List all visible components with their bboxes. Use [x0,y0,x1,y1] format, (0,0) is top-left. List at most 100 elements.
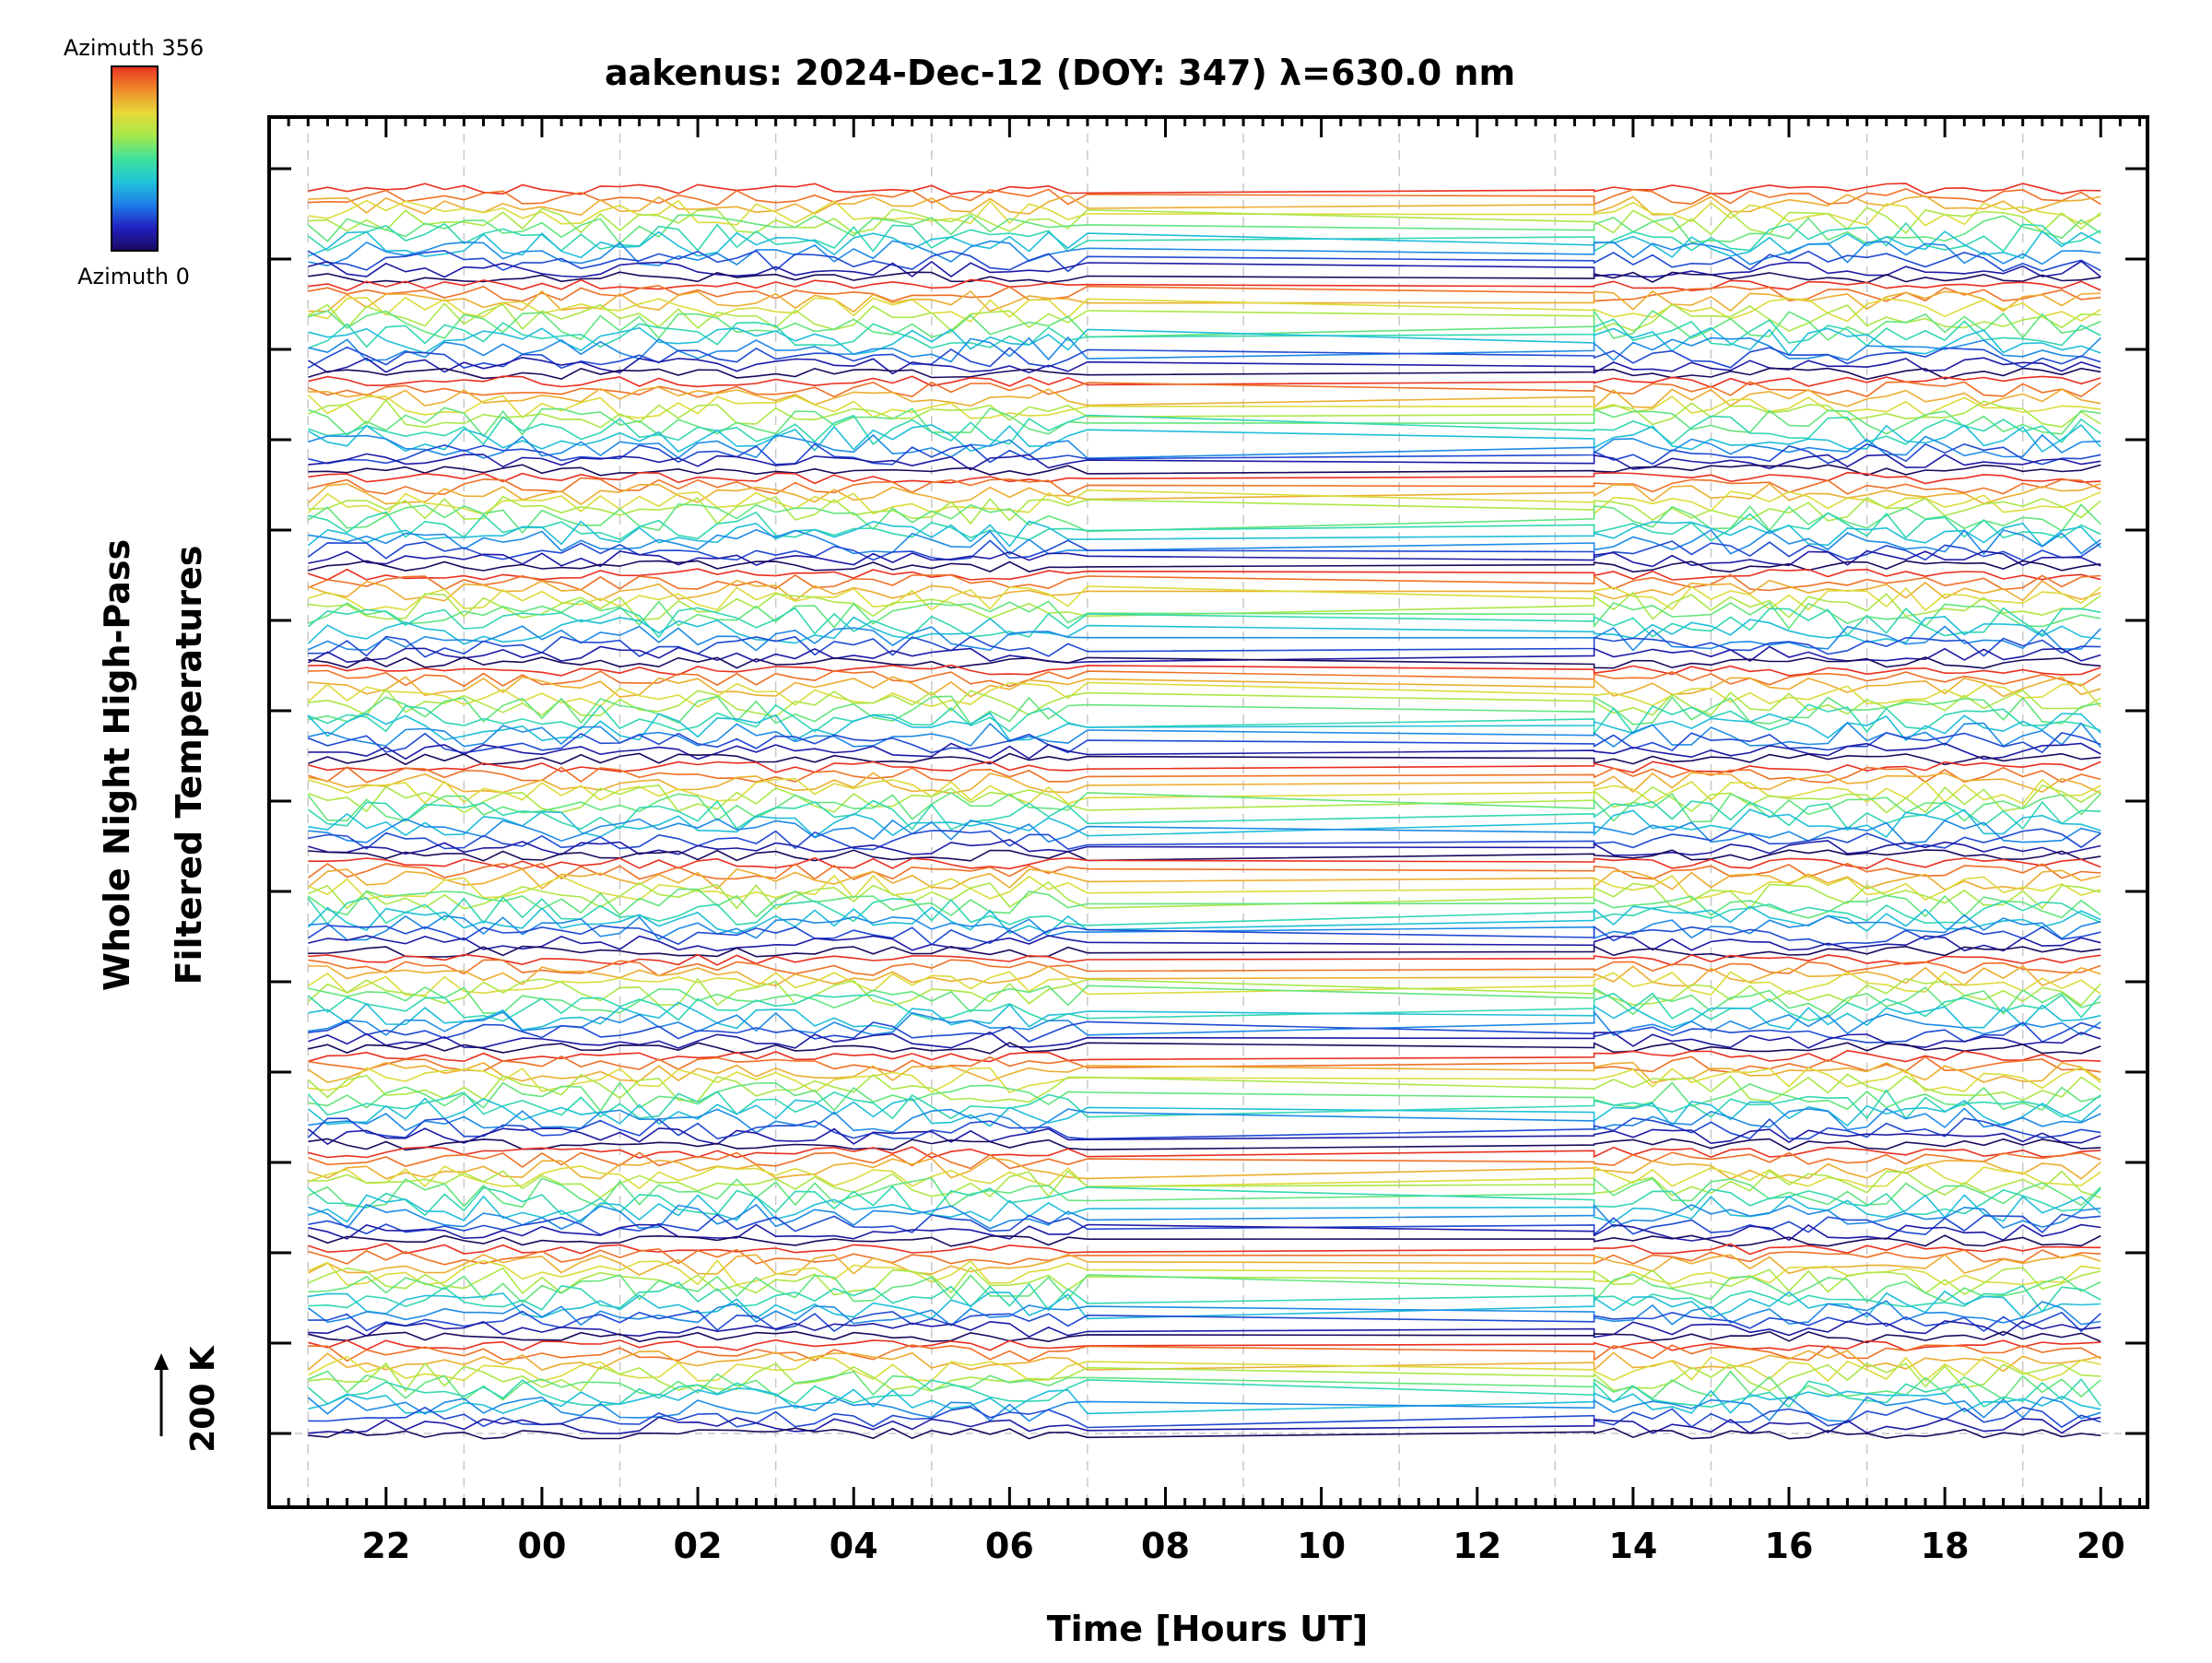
scale-label: 200 K [184,1345,222,1453]
trace-line [308,336,2101,363]
trace-line [307,424,2101,454]
trace-line [307,302,2101,333]
x-tick-labels: 22 00 02 04 06 08 10 12 14 16 18 20 [361,1526,2124,1566]
plot-frame [267,115,2149,1509]
trace-line [308,326,2101,357]
trace-line [307,1177,2101,1209]
trace-line [308,688,2101,718]
trace-line [307,1266,2101,1296]
trace-line [307,1253,2101,1277]
x-tick-label: 22 [361,1526,410,1566]
trace-line [308,1213,2101,1236]
trace-line [307,1089,2101,1120]
trace-line [308,721,2101,749]
trace-line [308,849,2101,862]
trace-line [307,1073,2101,1103]
x-tick-label: 06 [985,1526,1034,1566]
trace-line [308,1387,2101,1415]
trace-line [307,645,2101,664]
trace-line [308,1080,2101,1113]
grid-lines [269,117,2147,1507]
x-tick-label: 14 [1608,1526,1657,1566]
trace-line [308,664,2101,677]
trace-line [307,346,2101,370]
trace-line [308,1243,2101,1256]
x-tick-label: 12 [1453,1526,1501,1566]
trace-line [308,772,2101,795]
trace-line [308,194,2101,217]
trace-line [308,766,2101,784]
trace-line [308,818,2101,844]
x-tick-label: 04 [830,1526,878,1566]
trace-line [308,309,2101,341]
trace-line [307,503,2101,535]
trace-line [308,808,2101,839]
trace-line [308,777,2101,805]
x-tick-label: 18 [1921,1526,1970,1566]
scale-indicator: 200 K [154,1345,222,1453]
x-tick-label: 16 [1765,1526,1814,1566]
trace-line [308,1049,2101,1063]
trace-line [307,1355,2101,1383]
trace-line [308,240,2101,267]
trace-line [308,1310,2101,1333]
x-tick-label: 10 [1297,1526,1346,1566]
trace-line [307,925,2101,947]
trace-line [308,528,2101,556]
trace-line [308,471,2101,485]
trace-line [308,1406,2101,1429]
trace-line [307,1300,2101,1327]
x-tick-label: 00 [518,1526,567,1566]
trace-line [308,964,2101,987]
trace-line [308,381,2101,398]
colorbar-top-label: Azimuth 356 [64,35,204,61]
trace-line [307,896,2101,926]
trace-line [308,367,2101,381]
trace-line [308,656,2101,669]
trace-line [308,230,2101,260]
colorbar-gradient [111,65,159,252]
axis-ticks [267,117,2147,1507]
trace-line [308,1320,2101,1339]
trace-line [307,482,2101,506]
trace-line [308,560,2101,573]
trace-line [308,1151,2101,1170]
colorbar: Azimuth 356 Azimuth 0 [64,35,204,289]
trace-line [307,539,2101,561]
trace-line [308,1344,2101,1362]
trace-line [307,862,2101,880]
trace-line [308,838,2101,856]
trace-line [308,591,2101,621]
trace-line [308,676,2101,698]
trace-line [308,1203,2101,1230]
trace-line [308,1031,2101,1049]
trace-line [307,520,2101,548]
trace-line [307,992,2101,1022]
trace-line [307,888,2101,919]
chart-title: aakenus: 2024-Dec-12 (DOY: 347) λ=630.0 … [605,53,1515,93]
trace-line [308,1281,2101,1314]
trace-line [308,260,2101,278]
trace-line [308,635,2101,658]
trace-line [308,1247,2101,1266]
trace-line [307,395,2101,419]
trace-line [308,206,2101,236]
trace-line [308,318,2101,349]
trace-line [308,199,2101,227]
trace-line [308,585,2101,612]
trace-line [308,669,2101,688]
y-axis-label-line1: Whole Night High-Pass [97,539,137,991]
temperature-traces [307,183,2101,1440]
trace-line [308,271,2101,284]
trace-line [308,375,2101,388]
trace-line [308,1163,2101,1190]
trace-line [308,386,2101,409]
trace-line [307,1396,2101,1422]
trace-line [308,761,2101,773]
x-tick-label: 02 [674,1526,723,1566]
trace-line [308,1427,2101,1440]
trace-line [308,1330,2101,1344]
trace-line [308,549,2101,568]
colorbar-bottom-label: Azimuth 0 [77,264,190,289]
trace-line [308,599,2101,631]
